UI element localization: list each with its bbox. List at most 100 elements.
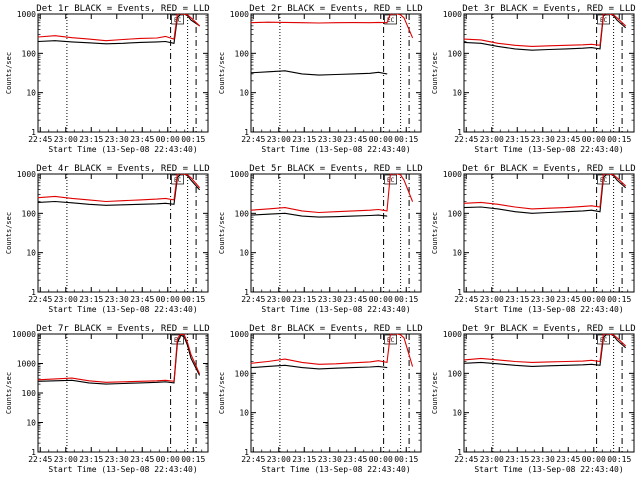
data-point bbox=[71, 37, 73, 39]
data-point bbox=[54, 201, 56, 202]
data-point bbox=[369, 366, 371, 368]
data-point bbox=[318, 74, 320, 76]
x-tick-label: 22:45 bbox=[241, 295, 265, 304]
data-point bbox=[37, 379, 39, 381]
data-point bbox=[514, 361, 516, 362]
y-tick-label: 100 bbox=[235, 49, 250, 58]
data-point bbox=[165, 381, 166, 383]
data-point bbox=[122, 200, 124, 202]
data-point bbox=[497, 208, 499, 210]
series-group bbox=[250, 173, 414, 218]
data-point bbox=[591, 209, 592, 211]
data-point bbox=[183, 13, 185, 15]
x-axis-label: Start Time (13-Sep-08 22:43:40) bbox=[261, 145, 410, 154]
y-axis-label: Counts/sec bbox=[5, 52, 13, 94]
y-tick-label: 1 bbox=[457, 288, 462, 297]
data-point bbox=[284, 358, 286, 360]
data-point bbox=[173, 382, 175, 384]
y-axis-label: Counts/sec bbox=[5, 372, 13, 414]
data-point bbox=[606, 333, 608, 335]
data-point bbox=[514, 48, 516, 50]
data-point bbox=[284, 70, 286, 72]
data-point bbox=[199, 25, 200, 27]
y-tick-label: 1 bbox=[244, 448, 249, 457]
data-point bbox=[250, 72, 252, 74]
x-tick-label: 23:00 bbox=[54, 455, 78, 464]
data-point bbox=[599, 44, 601, 46]
data-point bbox=[599, 361, 601, 362]
data-point bbox=[267, 21, 269, 23]
data-point bbox=[318, 212, 320, 213]
y-tick-label: 10 bbox=[452, 249, 462, 258]
data-point bbox=[613, 334, 614, 336]
x-tick-label: 23:30 bbox=[318, 455, 342, 464]
series-group bbox=[463, 333, 626, 367]
data-point bbox=[335, 363, 337, 365]
data-point bbox=[139, 199, 141, 201]
x-tick-label: 23:15 bbox=[79, 295, 103, 304]
x-tick-label: 23:45 bbox=[130, 455, 154, 464]
x-tick-label: 23:00 bbox=[54, 135, 78, 144]
data-point bbox=[37, 41, 39, 42]
series-line-lld bbox=[464, 334, 626, 363]
data-point bbox=[582, 206, 584, 207]
data-point bbox=[582, 44, 584, 46]
data-point bbox=[187, 342, 189, 344]
x-tick-label: 23:00 bbox=[54, 295, 78, 304]
x-tick-label: 23:30 bbox=[531, 135, 555, 144]
x-tick-label: 00:15 bbox=[394, 135, 418, 144]
data-point bbox=[335, 211, 337, 213]
data-point bbox=[335, 367, 337, 369]
x-tick-label: 22:45 bbox=[28, 455, 52, 464]
data-point bbox=[497, 363, 499, 365]
data-point bbox=[301, 367, 303, 368]
series-group bbox=[250, 333, 414, 370]
x-tick-label: 23:00 bbox=[480, 295, 504, 304]
data-point bbox=[591, 205, 592, 207]
ec-marker-box bbox=[384, 14, 397, 25]
data-point bbox=[616, 339, 618, 341]
chart-panel-4: Det 4r BLACK = Events, RED = LLD 1 10 100 10… bbox=[5, 164, 210, 314]
data-point bbox=[156, 203, 158, 205]
series-line-lld bbox=[251, 334, 414, 367]
data-point bbox=[301, 215, 303, 217]
ec-marker-label: EC bbox=[387, 337, 395, 344]
chart-panel-9: Det 9r BLACK = Events, RED = LLD 1 10 100 10… bbox=[431, 324, 636, 474]
data-point bbox=[393, 333, 395, 335]
y-tick-label: 1 bbox=[457, 128, 462, 137]
data-point bbox=[173, 42, 175, 44]
series-group bbox=[37, 333, 201, 385]
y-tick-label: 1000 bbox=[230, 170, 249, 179]
data-point bbox=[183, 173, 185, 175]
data-point bbox=[591, 43, 592, 45]
x-tick-label: 00:15 bbox=[394, 295, 418, 304]
series-group bbox=[37, 173, 200, 206]
x-tick-label: 00:00 bbox=[582, 135, 606, 144]
ec-marker-label: EC bbox=[600, 17, 608, 24]
data-point bbox=[548, 212, 550, 213]
data-point bbox=[352, 215, 354, 217]
data-point bbox=[386, 361, 388, 363]
data-point bbox=[165, 41, 166, 42]
x-tick-label: 23:45 bbox=[130, 295, 154, 304]
data-point bbox=[369, 72, 371, 74]
data-point bbox=[54, 195, 56, 197]
x-tick-label: 23:00 bbox=[267, 135, 291, 144]
data-point bbox=[156, 198, 158, 200]
y-tick-label: 1000 bbox=[17, 170, 36, 179]
data-point bbox=[463, 362, 465, 364]
data-point bbox=[403, 17, 405, 19]
data-point bbox=[548, 45, 550, 47]
x-axis-label: Start Time (13-Sep-08 22:43:40) bbox=[261, 305, 410, 314]
data-point bbox=[173, 199, 175, 201]
series-line-lld bbox=[38, 174, 200, 203]
data-point bbox=[267, 361, 269, 362]
y-tick-label: 10 bbox=[239, 89, 249, 98]
data-point bbox=[396, 173, 398, 175]
data-point bbox=[548, 207, 550, 209]
data-point bbox=[396, 13, 398, 15]
data-point bbox=[497, 359, 499, 361]
data-point bbox=[531, 212, 533, 214]
y-tick-label: 1 bbox=[31, 128, 36, 137]
